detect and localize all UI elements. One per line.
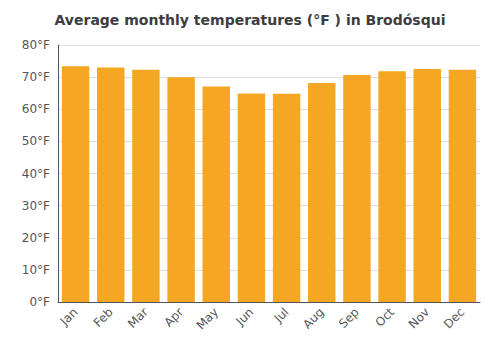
svg-text:Apr: Apr (161, 305, 186, 330)
svg-text:0°F: 0°F (29, 295, 50, 309)
svg-text:20°F: 20°F (22, 231, 50, 245)
svg-text:70°F: 70°F (22, 70, 50, 84)
svg-text:Jun: Jun (233, 305, 257, 329)
svg-text:10°F: 10°F (22, 263, 50, 277)
svg-text:40°F: 40°F (22, 167, 50, 181)
svg-text:Aug: Aug (300, 305, 326, 331)
svg-text:Sep: Sep (336, 305, 362, 331)
svg-text:May: May (194, 305, 221, 332)
svg-text:Mar: Mar (125, 305, 151, 331)
svg-text:Feb: Feb (91, 305, 116, 330)
svg-text:Average monthly temperatures (: Average monthly temperatures (°F ) in Br… (55, 12, 446, 28)
svg-text:Jul: Jul (271, 305, 292, 326)
svg-text:80°F: 80°F (22, 38, 50, 52)
svg-text:60°F: 60°F (22, 102, 50, 116)
svg-text:Oct: Oct (372, 305, 397, 330)
svg-text:30°F: 30°F (22, 199, 50, 213)
svg-text:Jan: Jan (57, 305, 81, 329)
svg-text:Nov: Nov (406, 305, 432, 331)
svg-text:Dec: Dec (441, 305, 467, 331)
svg-text:50°F: 50°F (22, 134, 50, 148)
